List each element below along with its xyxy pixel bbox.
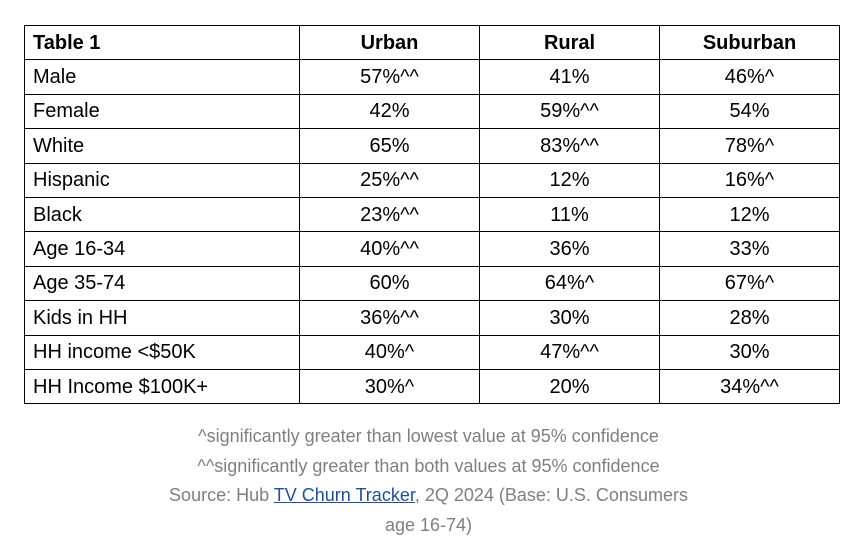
data-table-container: Table 1 Urban Rural Suburban Male 57%^^ … [24, 24, 840, 405]
table-row: Age 16-34 40%^^ 36% 33% [24, 231, 840, 267]
row-label: HH Income $100K+ [24, 368, 300, 405]
suburban-cell: 78%^ [659, 128, 840, 164]
row-label: HH income <$50K [24, 334, 300, 370]
suburban-cell: 12% [659, 196, 840, 233]
table-row: Female 42% 59%^^ 54% [24, 93, 840, 130]
rural-cell: 20% [479, 368, 660, 405]
demographics-table: Table 1 Urban Rural Suburban Male 57%^^ … [24, 24, 840, 405]
urban-cell: 60% [299, 265, 480, 302]
rural-cell: 30% [479, 300, 660, 336]
significance-note-single: ^significantly greater than lowest value… [198, 426, 659, 446]
source-line: Source: Hub TV Churn Tracker, 2Q 2024 (B… [0, 481, 857, 511]
source-line-continued: age 16-74) [384, 514, 473, 535]
row-label: Hispanic [24, 162, 300, 198]
urban-column-header: Urban [299, 24, 480, 61]
table-header-row: Table 1 Urban Rural Suburban [24, 24, 840, 61]
table-row: Black 23%^^ 11% 12% [24, 196, 840, 233]
rural-cell: 59%^^ [479, 93, 660, 130]
rural-cell: 83%^^ [479, 128, 660, 164]
source-suffix: , 2Q 2024 (Base: U.S. Consumers [414, 485, 688, 505]
source-prefix: Source: Hub [169, 485, 274, 505]
table-caption: ^significantly greater than lowest value… [0, 422, 857, 540]
table-row: White 65% 83%^^ 78%^ [24, 128, 840, 164]
suburban-column-header: Suburban [659, 24, 840, 61]
urban-cell: 40%^ [299, 334, 480, 370]
urban-cell: 23%^^ [299, 196, 480, 233]
source-link[interactable]: TV Churn Tracker [273, 485, 415, 505]
table-row: HH income <$50K 40%^ 47%^^ 30% [24, 334, 840, 370]
urban-cell: 57%^^ [299, 59, 480, 95]
rural-cell: 12% [479, 162, 660, 198]
rural-cell: 36% [479, 231, 660, 267]
table-row: Male 57%^^ 41% 46%^ [24, 59, 840, 95]
suburban-cell: 28% [659, 300, 840, 336]
row-label: White [24, 128, 300, 164]
table-row: Kids in HH 36%^^ 30% 28% [24, 300, 840, 336]
row-label: Kids in HH [24, 300, 300, 336]
row-label: Age 35-74 [24, 265, 300, 302]
row-label: Black [24, 196, 300, 233]
urban-cell: 36%^^ [299, 300, 480, 336]
row-label: Female [24, 93, 300, 130]
suburban-cell: 34%^^ [659, 368, 840, 405]
table-row: Age 35-74 60% 64%^ 67%^ [24, 265, 840, 302]
rural-cell: 64%^ [479, 265, 660, 302]
row-label: Male [24, 59, 300, 95]
suburban-cell: 67%^ [659, 265, 840, 302]
urban-cell: 25%^^ [299, 162, 480, 198]
rural-cell: 11% [479, 196, 660, 233]
suburban-cell: 16%^ [659, 162, 840, 198]
suburban-cell: 46%^ [659, 59, 840, 95]
row-label: Age 16-34 [24, 231, 300, 267]
table-row: Hispanic 25%^^ 12% 16%^ [24, 162, 840, 198]
suburban-cell: 30% [659, 334, 840, 370]
urban-cell: 65% [299, 128, 480, 164]
urban-cell: 30%^ [299, 368, 480, 405]
urban-cell: 42% [299, 93, 480, 130]
rural-cell: 47%^^ [479, 334, 660, 370]
table-row: HH Income $100K+ 30%^ 20% 34%^^ [24, 368, 840, 405]
urban-cell: 40%^^ [299, 231, 480, 267]
rural-column-header: Rural [479, 24, 660, 61]
suburban-cell: 33% [659, 231, 840, 267]
suburban-cell: 54% [659, 93, 840, 130]
significance-note-double: ^^significantly greater than both values… [197, 455, 660, 476]
table-title-header: Table 1 [24, 24, 300, 61]
rural-cell: 41% [479, 59, 660, 95]
